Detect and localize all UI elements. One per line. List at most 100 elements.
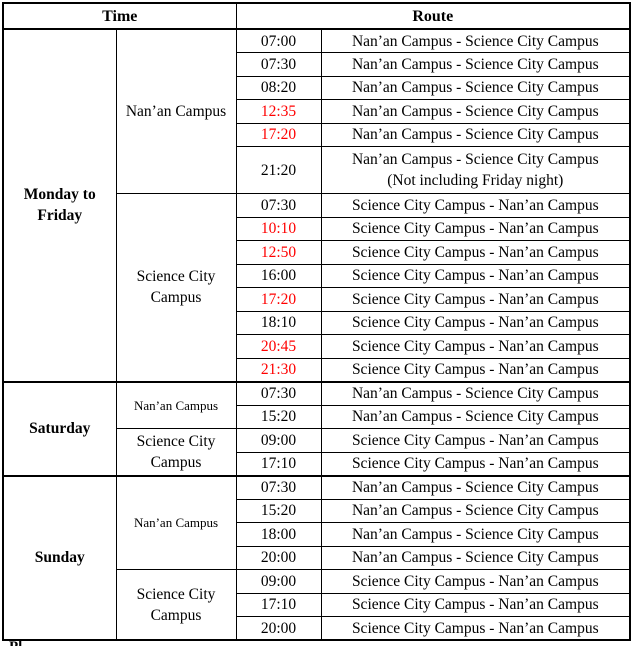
time-cell: 07:30	[235, 474, 322, 500]
time-cell: 12:35	[235, 99, 322, 124]
campus-cell: Nan’an Campus	[115, 28, 237, 194]
time-cell: 12:50	[235, 240, 322, 265]
time-cell: 17:20	[235, 122, 322, 147]
schedule-row: 21:20 Nan’an Campus - Science City Campus…	[3, 146, 631, 194]
route-text: Science City Campus - Nan’an Campus	[351, 196, 599, 214]
schedule-row: 15:20 Nan’an Campus - Science City Campus	[3, 404, 631, 429]
schedule-row: 17:20 Science City Campus - Nan’an Campus	[3, 287, 631, 312]
route-text: Nan’an Campus - Science City Campus	[351, 525, 599, 543]
schedule-row: 17:10 Science City Campus - Nan’an Campus	[3, 451, 631, 476]
route-cell: Science City Campus - Nan’an Campus	[320, 592, 631, 617]
route-text: Science City Campus - Nan’an Campus	[351, 290, 599, 308]
campus-cell: Nan’an Campus	[115, 380, 237, 429]
clipped-footer-text: Pl	[9, 640, 22, 646]
schedule-row: 08:20 Nan’an Campus - Science City Campus	[3, 75, 631, 100]
route-text: Science City Campus - Nan’an Campus	[351, 361, 599, 378]
route-text: Nan’an Campus - Science City Campus	[351, 126, 599, 144]
time-cell: 15:20	[235, 404, 322, 429]
time-cell: 09:00	[235, 428, 322, 453]
schedule-row: 21:30 Science City Campus - Nan’an Campus	[3, 357, 631, 382]
route-cell: Nan’an Campus - Science City Campus	[320, 75, 631, 100]
schedule-row: Saturday Nan’an Campus 07:30 Nan’an Campus …	[2, 380, 631, 476]
route-cell: Nan’an Campus - Science City Campus	[320, 404, 631, 429]
time-cell: 21:20	[235, 146, 322, 194]
route-cell: Nan’an Campus - Science City Campus	[320, 498, 631, 523]
route-text: Nan’an Campus - Science City Campus	[351, 549, 599, 567]
schedule-row: 18:10 Science City Campus - Nan’an Campus	[3, 310, 631, 335]
schedule-row: 17:20 Nan’an Campus - Science City Campus	[3, 122, 631, 147]
route-text: Nan’an Campus - Science City Campus	[351, 102, 599, 120]
schedule-row: 18:00 Nan’an Campus - Science City Campus	[3, 522, 631, 547]
time-cell: 07:30	[235, 380, 322, 406]
schedule-row: 10:10 Science City Campus - Nan’an Campus	[3, 216, 631, 241]
route-text: Nan’an Campus - Science City Campus	[351, 408, 599, 426]
campus-cell: Nan’an Campus	[115, 474, 237, 570]
time-cell: 16:00	[235, 263, 322, 288]
campus-cell: Science City Campus	[115, 428, 237, 476]
schedule-row: 16:00 Science City Campus - Nan’an Campus	[3, 263, 631, 288]
route-text: Science City Campus - Nan’an Campus	[351, 455, 599, 472]
time-cell: 17:10	[235, 592, 322, 617]
route-text: Nan’an Campus - Science City Campus	[351, 79, 599, 97]
time-cell: 07:30	[235, 193, 322, 218]
route-text: Science City Campus - Nan’an Campus	[351, 431, 599, 449]
time-cell: 07:30	[235, 52, 322, 77]
route-text: Science City Campus - Nan’an Campus	[351, 337, 599, 355]
route-text: Nan’an Campus - Science City Campus	[351, 32, 599, 50]
time-cell: 10:10	[235, 216, 322, 241]
route-cell: Nan’an Campus - Science City Campus	[320, 99, 631, 124]
time-cell: 18:00	[235, 522, 322, 547]
route-cell: Nan’an Campus - Science City Campus (Not …	[320, 146, 631, 194]
schedule-row: Science City Campus 09:00 Science City Cam…	[3, 569, 631, 641]
route-cell: Science City Campus - Nan’an Campus	[320, 451, 631, 476]
time-cell: 17:20	[235, 287, 322, 312]
route-text: Nan’an Campus - Science City Campus	[351, 385, 599, 402]
route-text: Science City Campus - Nan’an Campus	[351, 220, 599, 238]
route-cell: Science City Campus - Nan’an Campus	[320, 357, 631, 382]
schedule-row: 17:10 Science City Campus - Nan’an Campus	[3, 592, 631, 617]
schedule-row: 07:30 Nan’an Campus - Science City Campus	[3, 52, 631, 77]
route-cell: Science City Campus - Nan’an Campus	[320, 263, 631, 288]
schedule-row: 20:00 Science City Campus - Nan’an Campus	[3, 616, 631, 641]
schedule-row: 20:45 Science City Campus - Nan’an Campus	[3, 334, 631, 359]
route-cell: Nan’an Campus - Science City Campus	[320, 380, 631, 406]
schedule-row: Science City Campus 07:30 Science City Cam…	[3, 193, 631, 382]
day-cell: Monday to Friday	[2, 28, 117, 382]
schedule-row: 12:50 Science City Campus - Nan’an Campus	[3, 240, 631, 265]
route-cell: Nan’an Campus - Science City Campus	[320, 28, 631, 53]
route-cell: Science City Campus - Nan’an Campus	[320, 334, 631, 359]
route-cell: Science City Campus - Nan’an Campus	[320, 287, 631, 312]
schedule-row: 15:20 Nan’an Campus - Science City Campus	[3, 498, 631, 523]
time-cell: 09:00	[235, 569, 322, 594]
route-cell: Science City Campus - Nan’an Campus	[320, 240, 631, 265]
route-cell: Nan’an Campus - Science City Campus	[320, 545, 631, 570]
schedule-row: Monday to Friday Nan’an Campus 07:00 Nan’an…	[2, 28, 631, 382]
route-cell: Science City Campus - Nan’an Campus	[320, 216, 631, 241]
header-time: Time	[2, 2, 237, 30]
route-text: Science City Campus - Nan’an Campus	[351, 314, 599, 332]
day-cell: Saturday	[2, 380, 117, 476]
route-note: (Not including Friday night)	[387, 171, 564, 189]
time-cell: 07:00	[235, 28, 322, 53]
table-header-row: Time Route	[2, 2, 631, 30]
campus-cell: Science City Campus	[115, 569, 237, 641]
route-cell: Nan’an Campus - Science City Campus	[320, 122, 631, 147]
route-cell: Science City Campus - Nan’an Campus	[320, 569, 631, 594]
route-text: Science City Campus - Nan’an Campus	[351, 267, 599, 285]
route-text: Science City Campus - Nan’an Campus	[351, 572, 599, 590]
time-cell: 17:10	[235, 451, 322, 476]
time-cell: 08:20	[235, 75, 322, 100]
route-cell: Nan’an Campus - Science City Campus	[320, 474, 631, 500]
time-cell: 20:00	[235, 616, 322, 641]
route-text: Science City Campus - Nan’an Campus	[351, 243, 599, 261]
route-cell: Nan’an Campus - Science City Campus	[320, 52, 631, 77]
time-cell: 21:30	[235, 357, 322, 382]
route-cell: Science City Campus - Nan’an Campus	[320, 616, 631, 641]
route-cell: Science City Campus - Nan’an Campus	[320, 310, 631, 335]
time-cell: 18:10	[235, 310, 322, 335]
route-text: Science City Campus - Nan’an Campus	[351, 596, 599, 614]
header-route: Route	[235, 2, 631, 30]
schedule-row: Sunday Nan’an Campus 07:30 Nan’an Campus - …	[2, 474, 631, 641]
route-text: Nan’an Campus - Science City Campus	[351, 55, 599, 73]
